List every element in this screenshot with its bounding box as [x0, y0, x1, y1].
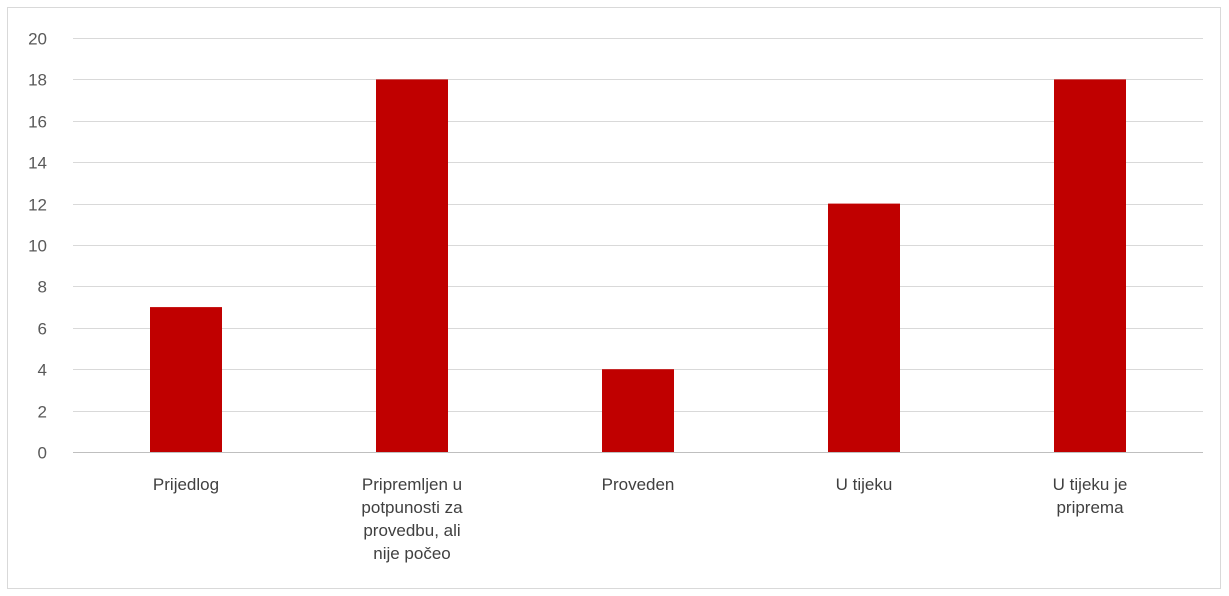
bars [150, 79, 1126, 453]
x-category-label: U tijeku [836, 475, 893, 494]
y-tick-label: 14 [28, 154, 47, 173]
y-tick-label: 18 [28, 71, 47, 90]
x-category-label: Prijedlog [153, 475, 219, 494]
chart-frame [7, 7, 1221, 589]
y-axis-tick-labels: 0 2 4 6 8 10 12 14 16 18 20 [28, 30, 47, 463]
y-tick-label: 8 [38, 278, 47, 297]
y-tick-label: 20 [28, 30, 47, 49]
bar [828, 203, 900, 452]
y-tick-label: 4 [38, 361, 47, 380]
x-category-label: Pripremljen u potpunosti za provedbu, ali n… [361, 475, 463, 563]
y-tick-label: 10 [28, 237, 47, 256]
x-axis-category-labels: Prijedlog Pripremljen u potpunosti za prove… [153, 475, 1127, 563]
y-tick-label: 6 [38, 320, 47, 339]
y-tick-label: 12 [28, 196, 47, 215]
y-tick-label: 0 [38, 444, 47, 463]
x-category-label: U tijeku je priprema [1053, 475, 1128, 517]
bar [376, 79, 448, 453]
y-tick-label: 16 [28, 113, 47, 132]
gridlines [73, 38, 1203, 412]
y-tick-label: 2 [38, 403, 47, 422]
bar [1054, 79, 1126, 453]
bar [602, 369, 674, 452]
bar [150, 307, 222, 452]
x-category-label: Proveden [602, 475, 675, 494]
